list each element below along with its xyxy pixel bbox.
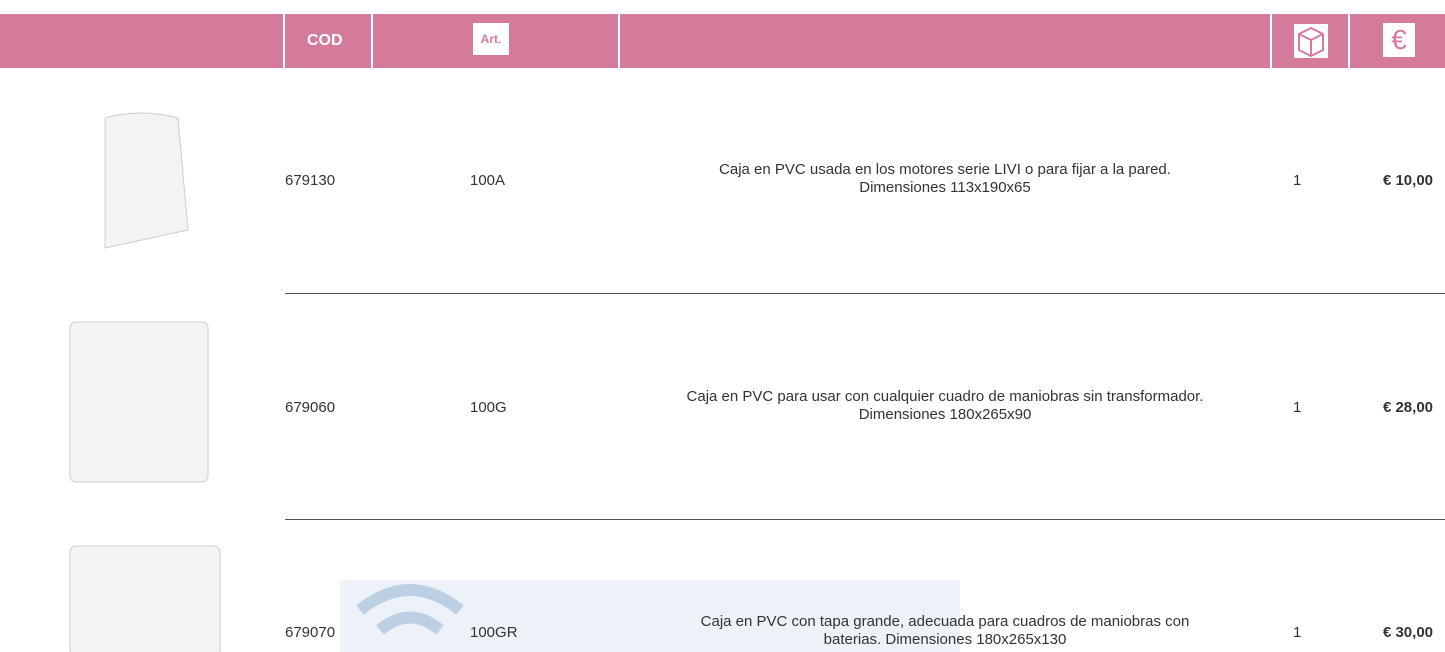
code: 679060 [285, 399, 336, 416]
box-icon [1294, 24, 1328, 58]
description-line: Caja en PVC usada en los motores serie L… [719, 161, 1171, 178]
description-line: Dimensiones 113x190x65 [859, 179, 1031, 196]
price: € 28,00 [1382, 399, 1433, 416]
price: € 30,00 [1382, 624, 1433, 641]
description-line: Caja en PVC para usar con cualquier cuad… [686, 388, 1204, 405]
code: 679070 [285, 624, 336, 641]
header-art: Art. [473, 23, 509, 55]
art: 100A [470, 172, 506, 189]
row-separator [285, 293, 1445, 294]
header-cell [0, 14, 283, 68]
row-separator [285, 519, 1445, 520]
header-cell: Art. [373, 14, 618, 68]
qty: 1 [1293, 399, 1302, 416]
description: Caja en PVC para usar con cualquier cuad… [605, 388, 1285, 424]
art: 100GR [470, 624, 518, 641]
price: € 10,00 [1382, 172, 1433, 189]
header-cod: COD [307, 32, 343, 49]
art: 100G [470, 399, 507, 416]
description: Caja en PVC usada en los motores serie L… [605, 161, 1285, 197]
description: Caja en PVC con tapa grande, adecuada pa… [605, 613, 1285, 649]
description-line: baterias. Dimensiones 180x265x130 [823, 631, 1067, 648]
header-cell: COD [285, 14, 371, 68]
qty: 1 [1293, 172, 1302, 189]
header-currency: € [1383, 23, 1415, 57]
qty: 1 [1293, 624, 1302, 641]
description-line: Caja en PVC con tapa grande, adecuada pa… [700, 613, 1190, 630]
description-line: Dimensiones 180x265x90 [858, 406, 1032, 423]
header-cell [1272, 14, 1348, 68]
code: 679130 [285, 172, 336, 189]
header-cell: € [1350, 14, 1445, 68]
header-cell [620, 14, 1270, 68]
